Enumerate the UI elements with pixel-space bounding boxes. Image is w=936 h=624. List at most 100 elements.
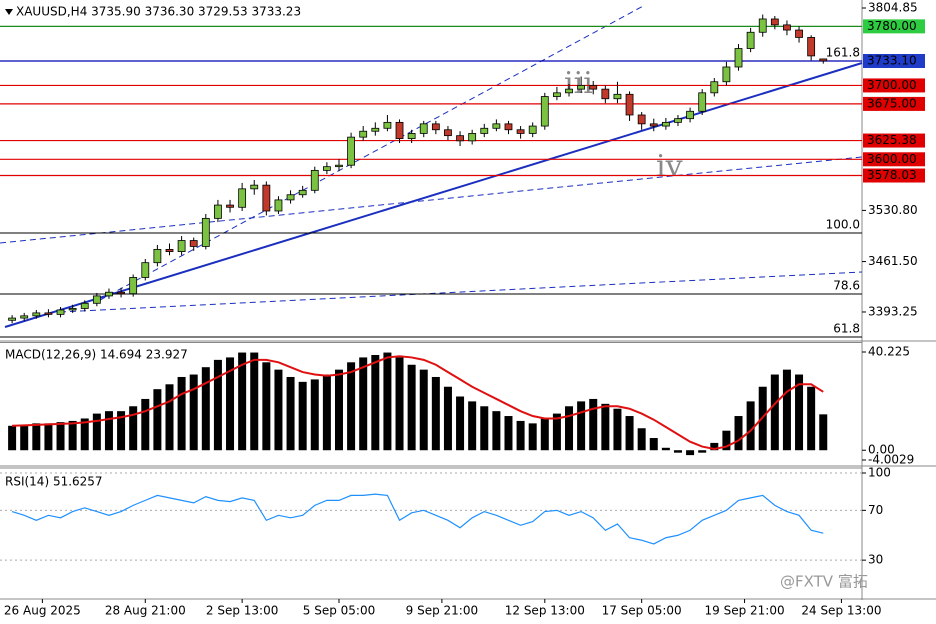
level-label: 3675.00 [867,96,917,110]
candle-body [431,123,440,131]
candle-body [637,114,646,125]
level-label-box [863,78,925,93]
histogram-bar [492,411,501,451]
histogram-bar [310,379,319,451]
level-label: 3733.10 [867,53,917,67]
histogram-bar [504,416,513,451]
candle-body [674,118,682,123]
histogram-bar [347,362,356,451]
candle-body [371,127,380,132]
histogram-bar [807,386,816,451]
histogram-bar [443,386,452,451]
x-tick-label: 28 Aug 21:00 [105,604,186,618]
histogram-bar [80,418,89,451]
histogram-bar [528,423,537,451]
candle-body [310,169,319,191]
histogram-bar [286,376,295,451]
candle-body [383,121,392,129]
histogram-bar [44,423,53,451]
histogram-bar [141,398,150,451]
candle-body [686,110,694,120]
histogram-bar [698,450,707,453]
candle-body [795,29,803,38]
wave-label: iii [564,66,593,101]
candle-body [783,24,791,31]
fib-label: 161.8 [826,45,860,59]
histogram-bar [383,352,392,451]
candle-body [419,123,428,134]
level-label-box [863,152,925,167]
histogram-bar [189,374,198,451]
histogram-bar [734,416,743,451]
y-tick-label: 30 [868,553,883,567]
candle-body [407,133,416,140]
x-tick-label: 24 Sep 13:00 [801,604,881,618]
histogram-bar [661,447,670,451]
candle-body [565,88,573,94]
histogram-bar [540,418,549,451]
fib-label: 61.8 [833,321,860,335]
histogram-bar [782,369,791,451]
y-tick-label: 0.00 [868,443,895,457]
candle-body [20,315,29,319]
candle-body [347,136,355,166]
histogram-bar [56,422,65,451]
candle-body [214,204,222,219]
fib-label: 100.0 [826,217,860,231]
candle-body [504,123,513,131]
histogram-bar [226,357,235,451]
candle-body [577,85,586,90]
histogram-bar [468,401,477,451]
histogram-bar [613,408,622,451]
candle-body [710,81,719,94]
histogram-bar [177,376,186,451]
wave-label: iv [656,149,683,184]
histogram-bar [68,420,77,451]
histogram-bar [722,430,731,451]
fib-label: 78.6 [833,278,860,292]
histogram-bar [250,352,259,451]
candle-body [613,93,622,100]
histogram-bar [334,369,343,451]
histogram-bar [649,438,658,451]
x-tick-label: 5 Sep 05:00 [303,604,375,618]
pane-title: RSI(14) 51.6257 [5,475,103,489]
level-label-box [863,53,925,68]
candle-body [105,291,113,297]
histogram-bar [395,357,404,451]
y-tick-label: 100 [868,465,891,479]
histogram-bar [710,442,719,451]
candle-body [480,127,489,134]
level-label: 3625.38 [867,133,917,147]
candle-body [625,93,634,116]
pane-title: MACD(12,26,9) 14.694 23.927 [5,348,188,362]
candle-body [807,37,816,57]
histogram-bar [637,428,646,451]
candle-body [238,188,247,208]
histogram-bar [104,411,113,451]
candle-body [698,92,707,112]
histogram-bar [165,384,174,451]
histogram-bar [516,420,525,451]
candle-body [528,125,537,134]
watermark: @FXTV 富拓 [780,573,868,591]
level-label-box [863,168,925,183]
histogram-bar [431,376,440,451]
candle-body [8,317,17,321]
candle-body [661,121,670,127]
candle-body [274,199,283,212]
histogram-bar [819,414,828,451]
candle-body [456,135,464,142]
histogram-bar [419,369,428,451]
candle-body [553,92,561,97]
candle-body [734,48,743,68]
candle-body [649,123,658,127]
histogram-bar [129,406,138,451]
candle-body [516,129,525,134]
histogram-bar [625,416,634,451]
histogram-bar [92,413,101,451]
histogram-bar [262,362,271,451]
histogram-bar [298,381,307,451]
y-tick-label: 70 [868,503,883,517]
pane-title: XAUUSD,H4 3735.90 3736.30 3729.53 3733.2… [16,5,301,19]
